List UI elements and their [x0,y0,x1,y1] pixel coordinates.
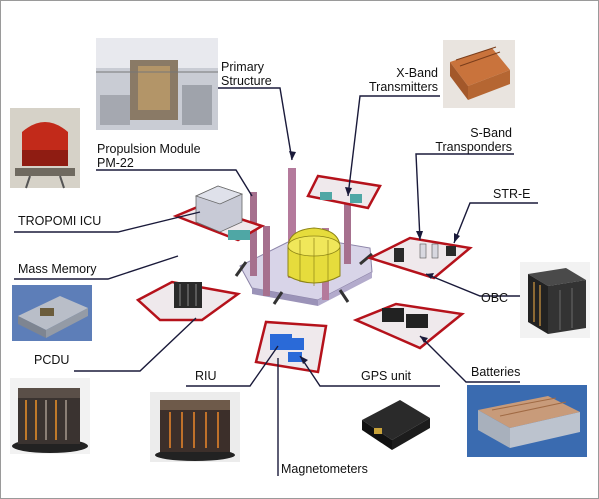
photo-mass-memory [12,285,92,341]
panel-tropomi [172,185,266,242]
panel-riu-gps [254,320,328,374]
label-gps-unit: GPS unit [361,369,412,383]
panel-batteries [352,302,465,350]
photo-obc [520,262,590,338]
label-xband-line1: X-Band [396,66,438,80]
photo-gps-unit [355,392,435,456]
callout-lines [14,87,538,476]
label-sband: S-Band Transponders [410,126,512,154]
label-xband-line2: Transmitters [369,80,438,94]
label-batteries: Batteries [471,365,521,379]
label-tropomi-icu: TROPOMI ICU [18,214,102,228]
label-sband-line1: S-Band [470,126,512,140]
panel-str-e [366,236,473,280]
satellite-bus [234,168,373,306]
label-primary-structure-line2: Structure [221,74,272,88]
callout-arrowheads [289,151,460,364]
label-sband-line2: Transponders [435,140,512,154]
photo-primary-structure [96,38,218,130]
label-magnetometers: Magnetometers [281,462,368,476]
label-propulsion-module: Propulsion Module PM-22 [97,142,201,170]
panel-xband [306,174,382,210]
label-propulsion-line2: PM-22 [97,156,134,170]
label-primary-structure-line1: Primary [221,60,265,74]
photo-batteries [467,385,587,457]
label-obc: OBC [481,291,509,305]
photo-pcdu [10,378,90,454]
label-pcdu: PCDU [34,353,70,367]
label-str-e: STR-E [493,187,531,201]
photo-xband-transmitters [443,40,515,108]
label-riu: RIU [195,369,217,383]
photo-riu [150,392,240,462]
label-propulsion-line1: Propulsion Module [97,142,201,156]
label-xband: X-Band Transmitters [340,66,438,94]
label-mass-memory: Mass Memory [18,262,97,276]
panel-pcdu [135,280,242,322]
label-primary-structure: Primary Structure [221,60,272,88]
photo-propulsion-module [10,108,80,189]
